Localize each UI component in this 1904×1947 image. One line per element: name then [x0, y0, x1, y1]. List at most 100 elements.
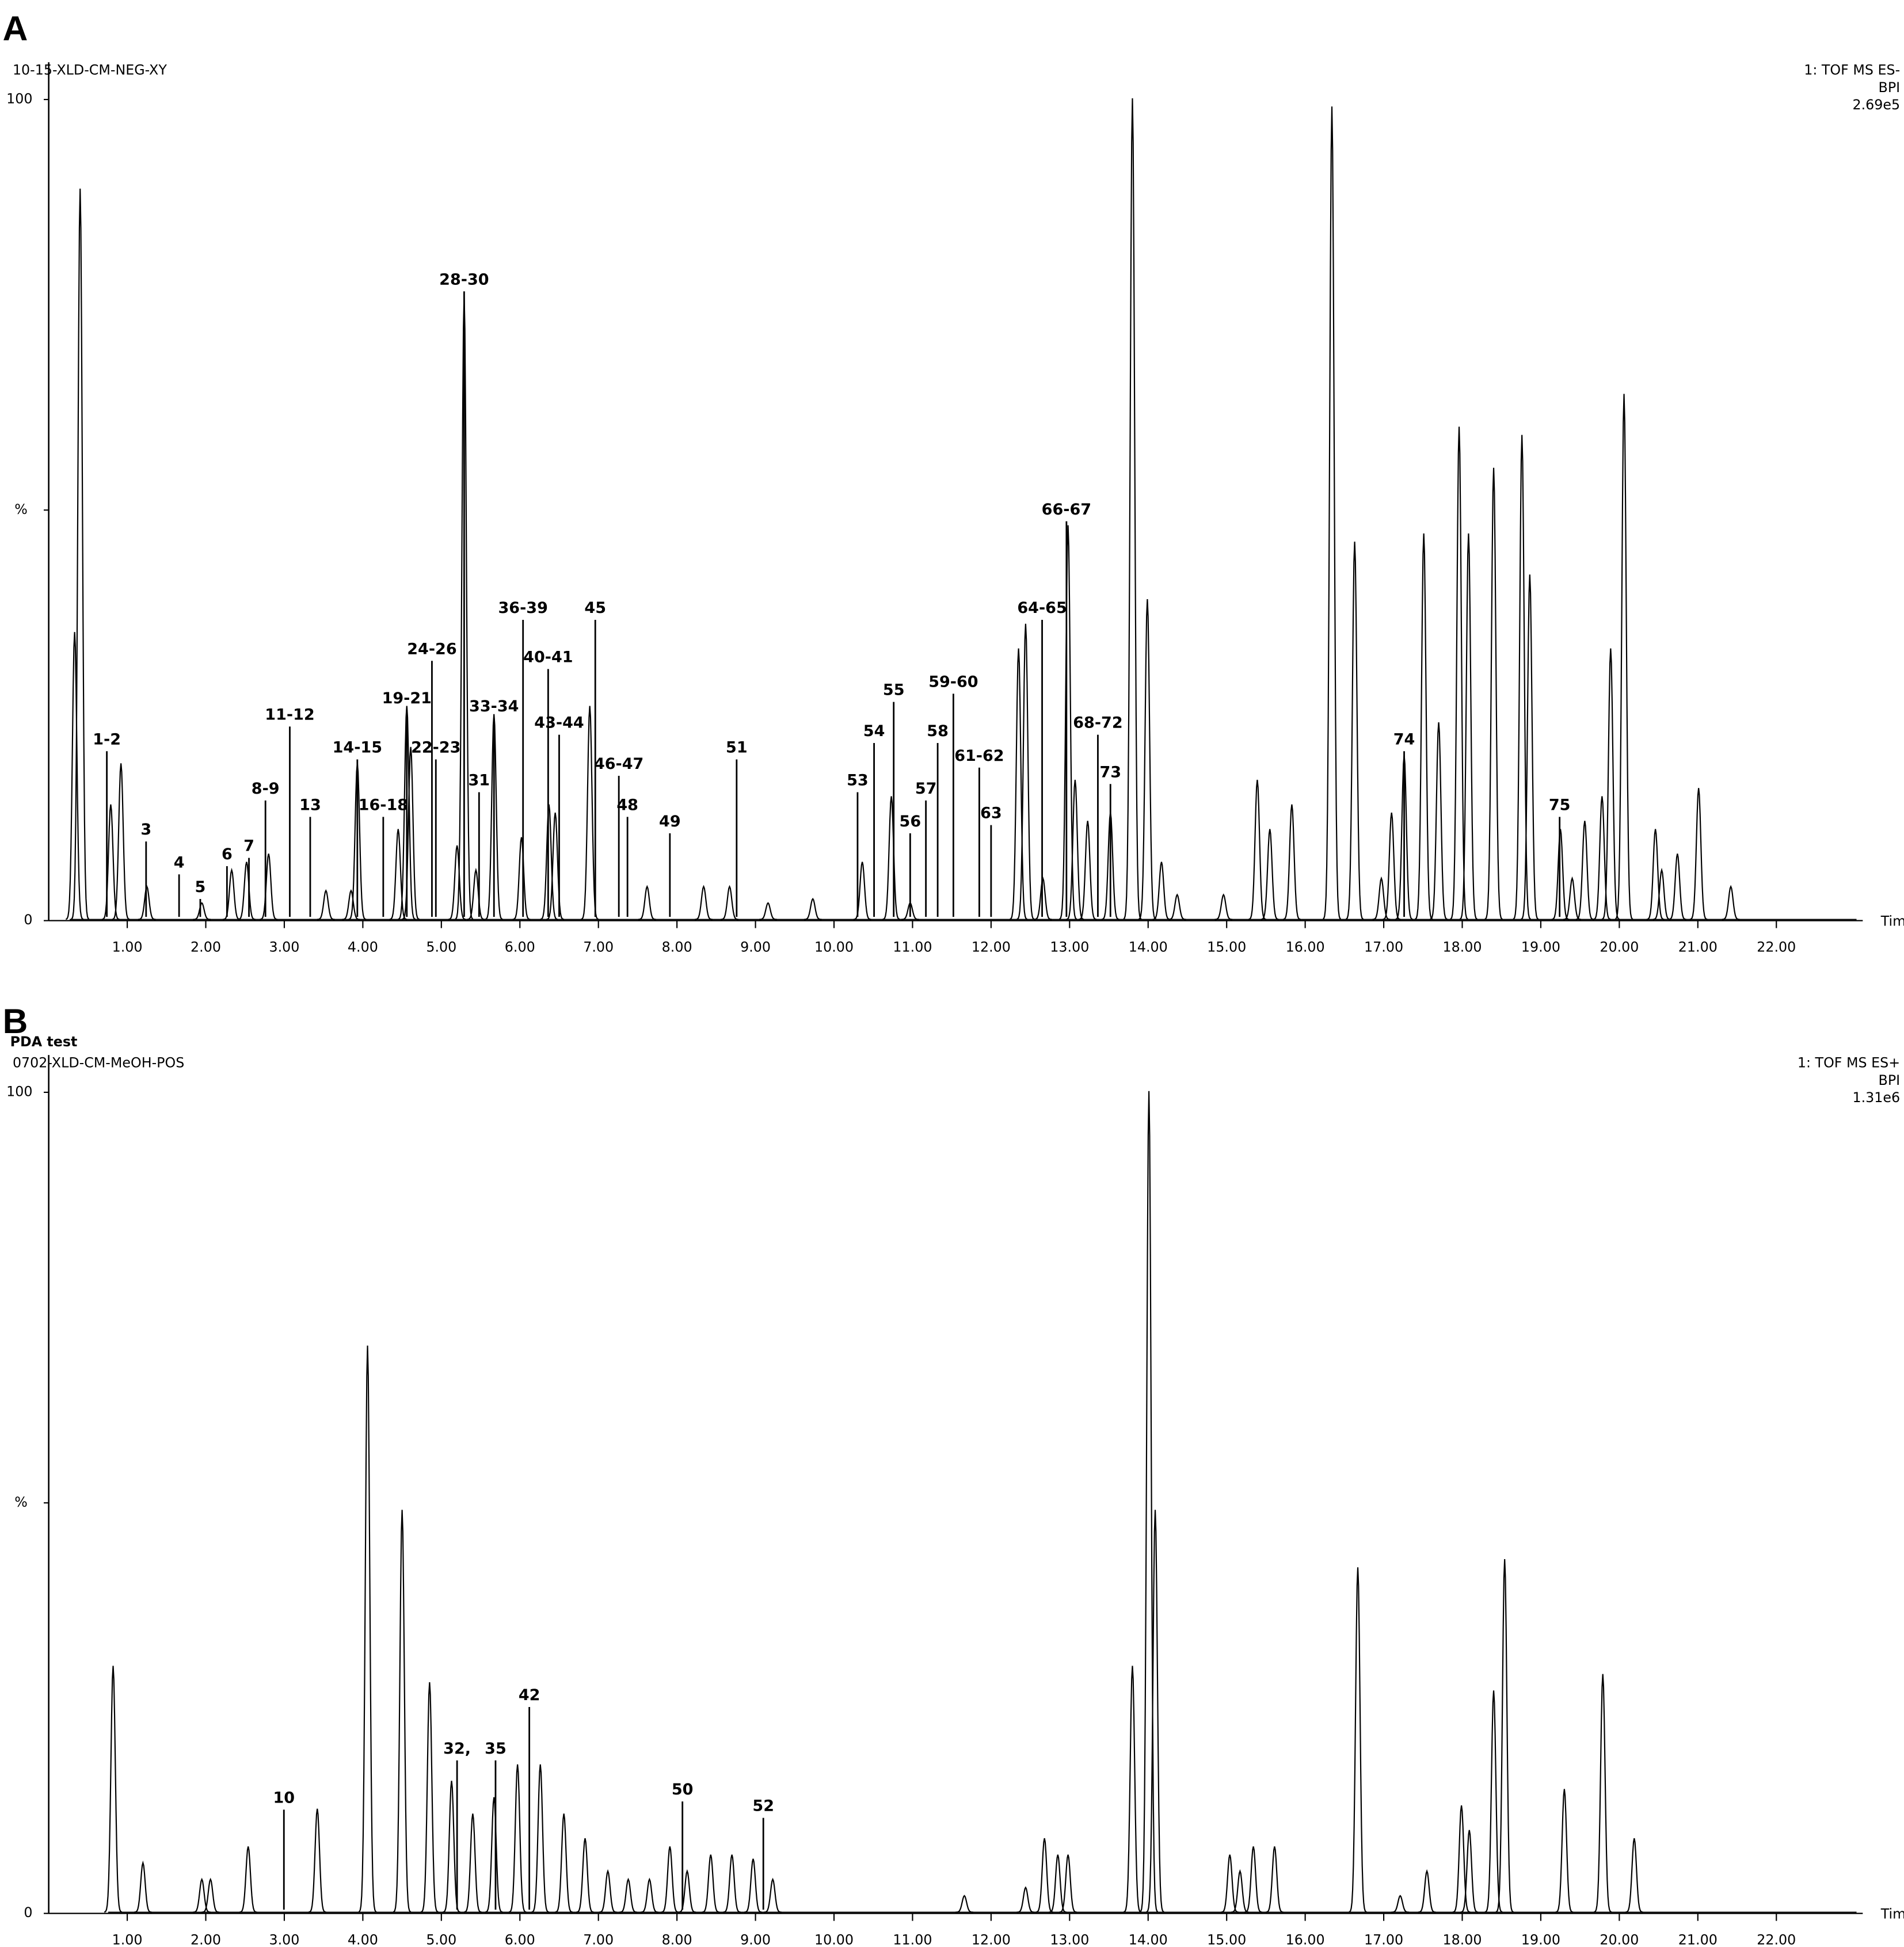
x-tick-label: 13.00 — [1050, 939, 1089, 955]
peak — [1450, 426, 1468, 920]
peak — [402, 746, 420, 920]
peak-label: 36-39 — [498, 599, 548, 617]
peak — [1414, 533, 1433, 920]
x-tick-label: 12.00 — [972, 1932, 1011, 1947]
peak — [467, 867, 485, 920]
x-tick-label: 18.00 — [1442, 939, 1482, 955]
peak — [393, 1510, 412, 1913]
peak-label: 24-26 — [407, 640, 456, 658]
y-tick-label: 0 — [24, 1904, 32, 1921]
panel-letter: A — [3, 9, 28, 48]
y-tick-label: 100 — [6, 1083, 32, 1099]
peak — [1168, 893, 1186, 920]
peak — [1231, 1869, 1249, 1913]
detector: 1: TOF MS ES+ — [1798, 1055, 1900, 1071]
x-tick-label: 2.00 — [191, 939, 221, 955]
x-tick-label: 19.00 — [1521, 939, 1560, 955]
peak — [1668, 854, 1686, 920]
peak — [485, 714, 503, 920]
peak-label: 7 — [243, 837, 254, 855]
y-tick-label: 100 — [6, 90, 32, 106]
peak-label: 48 — [616, 796, 638, 814]
peak — [398, 706, 416, 920]
peak-label: 11-12 — [265, 706, 314, 723]
x-tick-label: 2.00 — [191, 1932, 221, 1947]
peak — [1345, 542, 1364, 920]
peak — [638, 885, 656, 920]
peak — [804, 897, 822, 920]
peak — [101, 804, 120, 920]
peak-label: 58 — [927, 722, 949, 740]
peak-label: 10 — [273, 1789, 295, 1807]
x-tick-label: 12.00 — [972, 939, 1011, 955]
peak — [1459, 533, 1478, 920]
peak — [71, 188, 90, 920]
x-tick-label: 20.00 — [1600, 1932, 1639, 1947]
peak-label: 28-30 — [439, 270, 489, 288]
peak — [1452, 1805, 1471, 1913]
peak — [599, 1869, 617, 1913]
peak — [1079, 821, 1097, 920]
peak — [1391, 1895, 1410, 1913]
peak — [678, 1869, 696, 1913]
peak — [1322, 106, 1342, 920]
x-tick-label: 4.00 — [348, 1932, 378, 1947]
peak — [1372, 876, 1391, 920]
x-tick-label: 11.00 — [893, 939, 932, 955]
peak — [955, 1895, 973, 1913]
panel-letter: B — [3, 1001, 28, 1041]
peak-label: 31 — [469, 772, 490, 790]
panel-label: PDA test — [10, 1034, 78, 1050]
peak — [1066, 779, 1084, 920]
peak — [853, 862, 871, 920]
x-tick-label: 22.00 — [1757, 1932, 1796, 1947]
x-tick-label: 20.00 — [1600, 939, 1639, 955]
peak — [702, 1854, 720, 1913]
peak-label: 68-72 — [1073, 714, 1122, 732]
peak-label: 52 — [752, 1797, 774, 1815]
peak-label: 14-15 — [333, 739, 382, 757]
peak-label: 5 — [195, 878, 206, 896]
peak — [1418, 1869, 1436, 1913]
peak — [1123, 98, 1142, 920]
x-tick-label: 6.00 — [505, 939, 535, 955]
x-tick-label: 16.00 — [1286, 1932, 1325, 1947]
peak-label: 66-67 — [1042, 501, 1091, 519]
peak — [882, 796, 901, 920]
peak — [193, 1877, 211, 1913]
peak-label: 6 — [222, 845, 233, 863]
peak — [1244, 1846, 1262, 1913]
x-tick-label: 3.00 — [269, 939, 299, 955]
x-tick-label: 15.00 — [1207, 1932, 1246, 1947]
peak — [485, 1797, 503, 1913]
x-tick-label: 1.00 — [112, 939, 143, 955]
peak-label: 51 — [726, 739, 748, 757]
peak-label: 64-65 — [1017, 599, 1067, 617]
peak — [1248, 779, 1266, 920]
peak — [721, 885, 738, 920]
peak — [420, 1682, 439, 1913]
x-tick-label: 11.00 — [893, 1932, 932, 1947]
peak — [1059, 1854, 1077, 1913]
peak — [1035, 1838, 1054, 1913]
x-tick-label: 9.00 — [740, 1932, 771, 1947]
x-axis-label: Time — [1880, 1906, 1904, 1922]
peak — [1722, 885, 1740, 920]
peak-label: 19-21 — [382, 689, 432, 707]
peak — [342, 889, 360, 920]
peak — [508, 1764, 527, 1913]
peak-label: 13 — [299, 796, 321, 814]
x-tick-label: 21.00 — [1678, 1932, 1718, 1947]
peak-label: 46-47 — [594, 755, 643, 773]
peak — [104, 1666, 123, 1913]
peak-label: 45 — [584, 599, 606, 617]
peak — [1010, 648, 1028, 920]
trace-type: BPI — [1879, 1072, 1901, 1088]
peak — [1652, 867, 1671, 920]
peak — [1495, 1559, 1514, 1913]
peak-label: 4 — [174, 854, 185, 871]
peak — [744, 1858, 762, 1913]
x-tick-label: 7.00 — [583, 939, 614, 955]
peak — [239, 1846, 257, 1913]
peak — [1689, 788, 1708, 920]
